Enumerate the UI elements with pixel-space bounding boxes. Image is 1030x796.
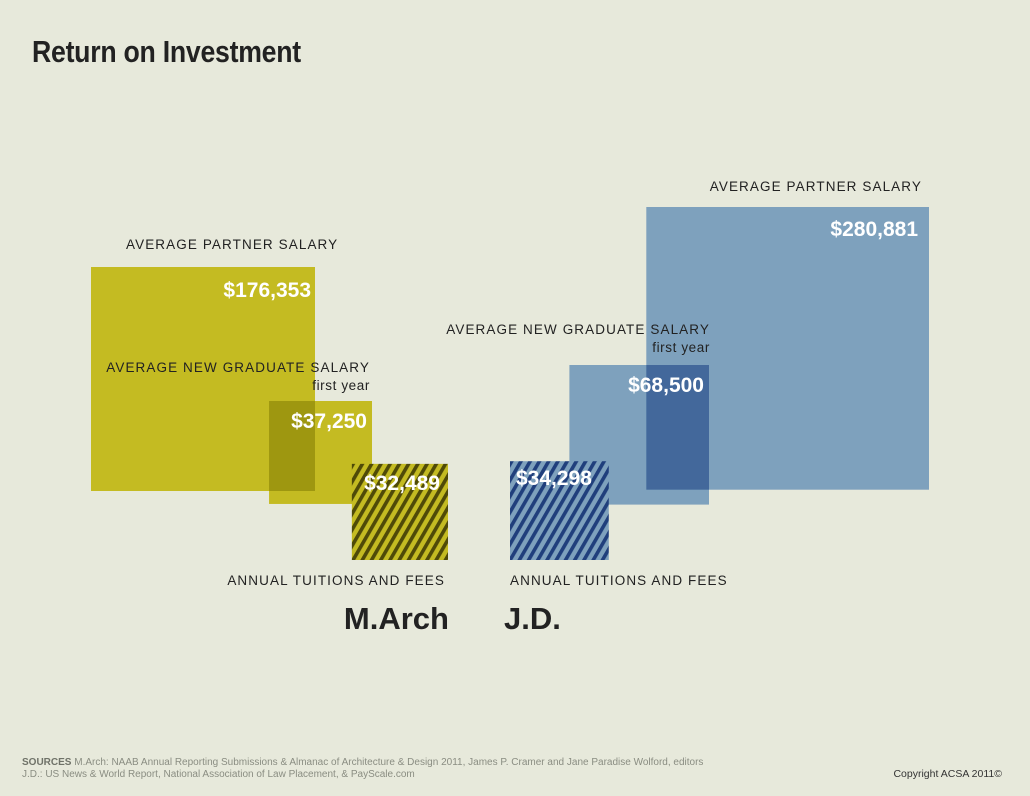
march-program-name: M.Arch [344,601,449,636]
jd-new-graduate-label: AVERAGE NEW GRADUATE SALARY [446,322,710,337]
jd-tuition-square [510,461,609,560]
march-partner-label: AVERAGE PARTNER SALARY [126,237,338,252]
jd-new-graduate-sublabel: first year [652,340,710,355]
jd-partner-value: $280,881 [830,218,918,241]
jd-program-name: J.D. [504,601,561,636]
jd-tuition-value: $34,298 [516,467,592,490]
march-partner-value: $176,353 [223,279,311,302]
copyright: Copyright ACSA 2011© [893,768,1002,780]
sources-line-2: J.D.: US News & World Report, National A… [22,769,415,780]
march-tuition-value: $32,489 [364,472,440,495]
jd-overlap-region [646,365,709,490]
march-new-graduate-value: $37,250 [291,410,367,433]
march-overlap-region [269,401,315,491]
march-new-graduate-sublabel: first year [312,378,370,393]
sources-heading: SOURCES [22,757,72,768]
march-new-graduate-label: AVERAGE NEW GRADUATE SALARY [106,360,370,375]
march-tuition-label: ANNUAL TUITIONS AND FEES [227,573,445,588]
jd-tuition-label: ANNUAL TUITIONS AND FEES [510,573,728,588]
sources-note: SOURCES M.Arch: NAAB Annual Reporting Su… [22,757,703,781]
chart-title: Return on Investment [32,34,301,69]
sources-line-1: M.Arch: NAAB Annual Reporting Submission… [74,757,704,768]
jd-partner-label: AVERAGE PARTNER SALARY [710,179,922,194]
jd-new-graduate-value: $68,500 [628,374,704,397]
march-tuition-square [351,463,448,560]
